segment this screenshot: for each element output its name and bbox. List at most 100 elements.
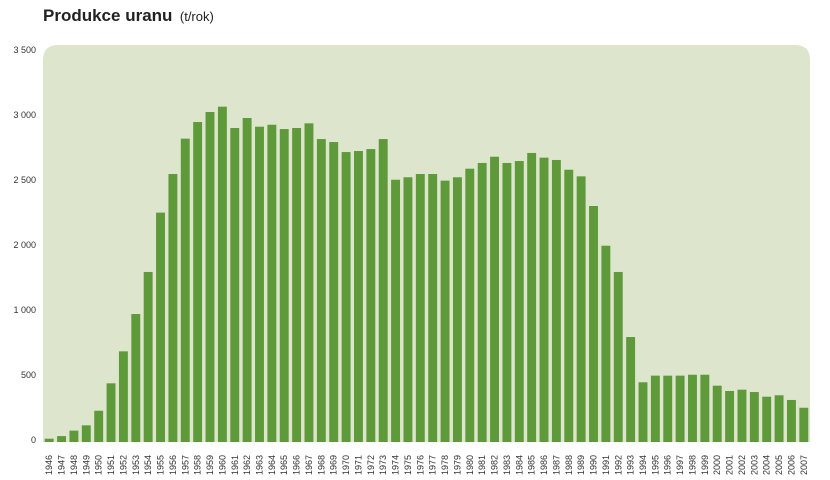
bar-1998 [688, 374, 697, 442]
bar-1970 [341, 152, 351, 443]
x-tick-label: 1990 [589, 455, 599, 475]
bar-1972 [366, 149, 376, 442]
x-tick-label: 2002 [737, 455, 747, 475]
bar-1996 [663, 375, 673, 442]
x-tick-label: 1949 [81, 455, 91, 475]
x-tick-label: 1995 [650, 455, 660, 475]
x-axis-labels: 1946 1947 1948 1949 1950 1951 1952 1953 1954 1955… [44, 455, 809, 475]
bar-1960 [217, 106, 227, 443]
x-tick-label: 1961 [230, 455, 240, 475]
x-tick-label: 1993 [626, 455, 636, 475]
x-tick-label: 1981 [477, 455, 487, 475]
chart-title: Produkce uranu (t/rok) [43, 6, 214, 26]
x-tick-label: 1965 [279, 455, 289, 475]
bar-1973 [378, 139, 388, 443]
y-tick-label: 2 000 [13, 240, 36, 250]
bar-1982 [490, 156, 499, 443]
x-tick-label: 1968 [316, 455, 326, 475]
bar-1995 [650, 375, 660, 442]
x-tick-label: 1987 [551, 455, 561, 475]
chart-title-text: Produkce uranu [43, 6, 173, 25]
x-tick-label: 1976 [415, 455, 425, 475]
bar-1969 [329, 142, 339, 443]
x-tick-label: 2006 [786, 455, 796, 475]
bar-1990 [589, 206, 598, 442]
bar-1950 [94, 410, 104, 442]
bars [44, 106, 809, 443]
bar-1958 [193, 122, 203, 443]
bar-1999 [700, 374, 710, 442]
chart-unit: (t/rok) [179, 9, 214, 24]
x-tick-label: 1960 [217, 455, 227, 475]
bar-1994 [638, 382, 648, 442]
x-tick-label: 2000 [712, 455, 722, 475]
x-tick-label: 1950 [94, 455, 104, 475]
bar-2007 [799, 407, 809, 442]
x-tick-label: 1969 [329, 455, 339, 475]
y-tick-label: 3 000 [13, 110, 36, 120]
bar-1974 [391, 179, 401, 443]
bar-1951 [106, 383, 116, 442]
bar-2002 [737, 389, 747, 442]
x-tick-label: 1963 [254, 455, 264, 475]
bar-1954 [143, 271, 153, 442]
x-tick-label: 1959 [205, 455, 215, 475]
bar-1983 [502, 162, 512, 442]
x-tick-label: 1977 [428, 455, 438, 475]
x-tick-label: 1989 [576, 455, 586, 475]
bar-1946 [44, 438, 54, 442]
bar-1964 [267, 124, 277, 442]
x-tick-label: 1975 [403, 455, 413, 475]
x-tick-label: 1946 [44, 455, 54, 475]
x-tick-label: 1979 [452, 455, 462, 475]
x-tick-label: 1951 [106, 455, 116, 475]
x-tick-label: 1970 [341, 455, 351, 475]
x-tick-label: 1992 [613, 455, 623, 475]
x-tick-label: 1996 [663, 455, 673, 475]
x-tick-label: 1954 [143, 455, 153, 475]
bar-1947 [57, 436, 67, 442]
bar-2003 [749, 392, 759, 442]
bar-2001 [725, 390, 735, 442]
x-tick-label: 1957 [180, 455, 190, 475]
x-tick-label: 1972 [366, 455, 376, 475]
x-tick-label: 1980 [465, 455, 475, 475]
bar-1997 [675, 375, 685, 442]
bar-2000 [712, 385, 722, 442]
x-tick-label: 1966 [292, 455, 302, 475]
x-tick-label: 1971 [353, 455, 363, 475]
x-tick-label: 1948 [69, 455, 79, 475]
x-tick-label: 1982 [490, 455, 500, 475]
bar-1975 [403, 177, 413, 442]
bar-1967 [304, 123, 314, 442]
x-tick-label: 1962 [242, 455, 252, 475]
bar-1959 [205, 112, 215, 442]
x-tick-label: 1998 [687, 455, 697, 475]
bar-1991 [601, 245, 611, 442]
x-tick-label: 1984 [514, 455, 524, 475]
x-tick-label: 1964 [267, 455, 277, 475]
x-tick-label: 1974 [391, 455, 401, 475]
x-tick-label: 2005 [774, 455, 784, 475]
bar-1980 [465, 168, 475, 442]
bar-1977 [428, 174, 438, 442]
x-tick-label: 1967 [304, 455, 314, 475]
bar-1966 [292, 128, 302, 442]
x-tick-label: 2001 [725, 455, 735, 475]
bar-1955 [156, 212, 165, 442]
bar-1952 [118, 351, 128, 442]
bar-1976 [415, 174, 425, 442]
x-tick-label: 1985 [527, 455, 537, 475]
x-tick-label: 1973 [378, 455, 388, 475]
x-tick-label: 1988 [564, 455, 574, 475]
bar-1987 [551, 159, 561, 443]
x-tick-label: 1955 [156, 455, 166, 475]
bar-2006 [786, 399, 796, 442]
bar-1961 [230, 128, 240, 442]
x-tick-label: 1953 [131, 455, 141, 475]
y-tick-label: 1 000 [13, 305, 36, 315]
bar-1956 [168, 174, 178, 442]
bar-1968 [316, 139, 326, 443]
y-tick-label: 0 [31, 435, 36, 445]
